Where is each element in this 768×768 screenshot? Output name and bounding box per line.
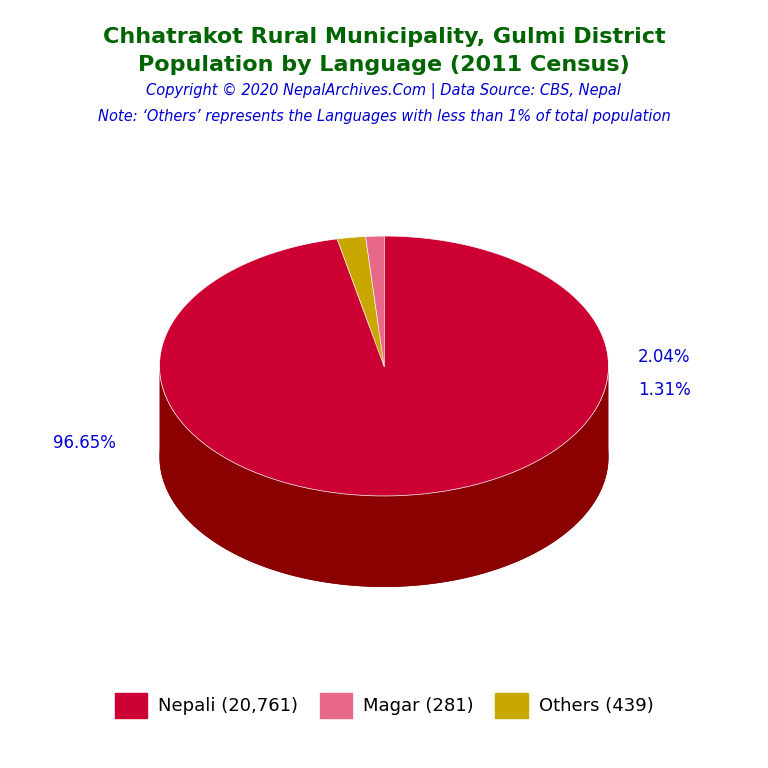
Polygon shape xyxy=(160,366,608,587)
Text: Note: ‘Others’ represents the Languages with less than 1% of total population: Note: ‘Others’ represents the Languages … xyxy=(98,109,670,124)
Polygon shape xyxy=(366,236,384,366)
Polygon shape xyxy=(337,327,384,457)
Legend: Nepali (20,761), Magar (281), Others (439): Nepali (20,761), Magar (281), Others (43… xyxy=(108,686,660,726)
Polygon shape xyxy=(366,327,384,457)
Text: 96.65%: 96.65% xyxy=(53,434,116,452)
Polygon shape xyxy=(160,236,608,496)
Text: Copyright © 2020 NepalArchives.Com | Data Source: CBS, Nepal: Copyright © 2020 NepalArchives.Com | Dat… xyxy=(147,83,621,99)
Polygon shape xyxy=(337,237,384,366)
Polygon shape xyxy=(160,327,608,587)
Text: Chhatrakot Rural Municipality, Gulmi District: Chhatrakot Rural Municipality, Gulmi Dis… xyxy=(103,27,665,47)
Text: 2.04%: 2.04% xyxy=(638,348,690,366)
Text: 1.31%: 1.31% xyxy=(638,381,690,399)
Text: Population by Language (2011 Census): Population by Language (2011 Census) xyxy=(138,55,630,75)
